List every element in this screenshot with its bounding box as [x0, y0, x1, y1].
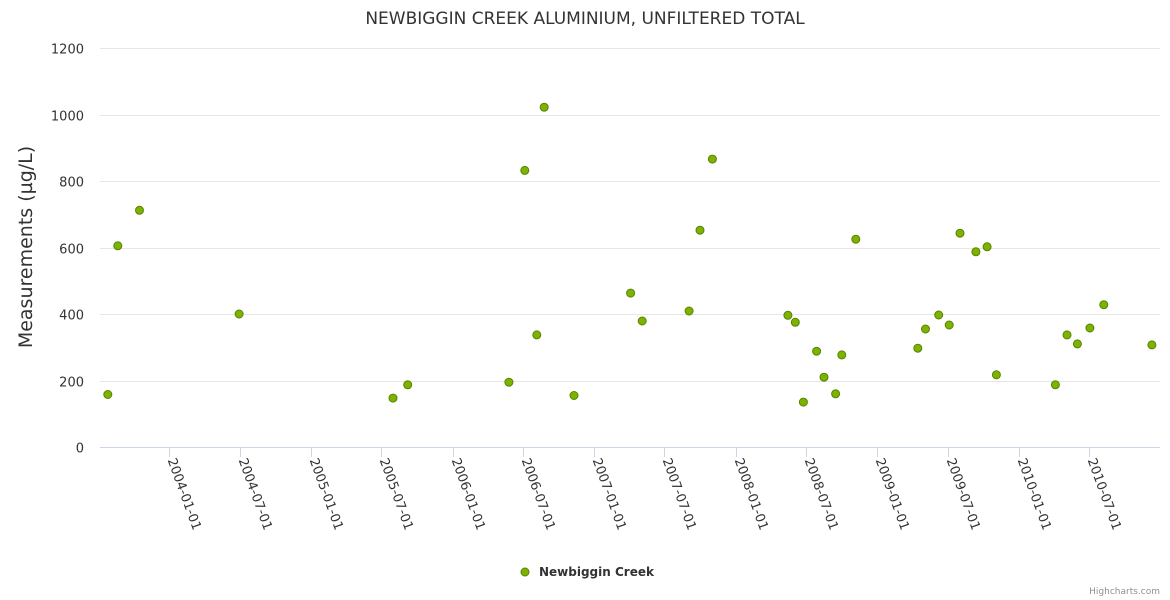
legend-marker[interactable]	[520, 567, 530, 577]
data-point[interactable]	[520, 165, 530, 175]
data-point[interactable]	[103, 390, 113, 399]
data-point[interactable]	[532, 330, 542, 340]
data-point[interactable]	[637, 316, 647, 326]
data-point[interactable]	[837, 350, 847, 360]
y-axis-label: Measurements (µg/L)	[15, 146, 37, 348]
data-point[interactable]	[819, 372, 829, 382]
data-point[interactable]	[971, 247, 981, 257]
y-tick-label: 400	[59, 309, 84, 324]
data-point[interactable]	[1062, 330, 1072, 340]
y-tick-label: 800	[59, 176, 84, 191]
data-point[interactable]	[684, 306, 694, 316]
data-point[interactable]	[504, 377, 514, 387]
data-point[interactable]	[921, 324, 930, 334]
data-point[interactable]	[812, 346, 822, 356]
legend-item-newbiggin-creek[interactable]: Newbiggin Creek	[539, 565, 655, 579]
data-point[interactable]	[1050, 380, 1060, 390]
data-point[interactable]	[913, 343, 923, 353]
chart-title: NEWBIGGIN CREEK ALUMINIUM, UNFILTERED TO…	[365, 9, 805, 29]
data-point[interactable]	[569, 391, 579, 400]
data-point[interactable]	[955, 228, 965, 238]
y-tick-label: 1000	[51, 110, 84, 125]
data-point[interactable]	[798, 397, 808, 407]
credits-link[interactable]: Highcharts.com	[1089, 587, 1160, 597]
data-point[interactable]	[135, 205, 144, 215]
data-point[interactable]	[1147, 340, 1157, 350]
data-point[interactable]	[851, 234, 861, 244]
data-point[interactable]	[831, 389, 841, 399]
grid-lines	[100, 48, 1160, 382]
data-point[interactable]	[944, 320, 954, 330]
y-tick-label: 600	[59, 243, 84, 258]
data-point[interactable]	[1072, 339, 1082, 349]
data-point[interactable]	[113, 241, 123, 251]
data-point[interactable]	[1099, 300, 1109, 310]
data-point[interactable]	[783, 310, 793, 320]
data-point[interactable]	[234, 309, 244, 319]
data-point[interactable]	[1085, 323, 1095, 333]
y-tick-label: 0	[76, 442, 84, 457]
data-point[interactable]	[403, 380, 413, 390]
data-point[interactable]	[539, 102, 549, 112]
data-point[interactable]	[626, 288, 636, 298]
data-point[interactable]	[934, 310, 944, 320]
y-tick-label: 1200	[51, 43, 84, 58]
data-point[interactable]	[388, 393, 398, 403]
series-newbiggin-creek[interactable]	[103, 102, 1157, 407]
y-tick-label: 200	[59, 376, 84, 391]
data-point[interactable]	[707, 154, 717, 164]
y-axis-tick-labels: 0 200 400 600 800 1000 1200	[51, 43, 84, 457]
data-point[interactable]	[982, 242, 992, 252]
data-point[interactable]	[695, 225, 705, 235]
data-point[interactable]	[790, 317, 800, 327]
data-point[interactable]	[991, 370, 1001, 380]
legend[interactable]: Newbiggin Creek	[520, 565, 655, 579]
